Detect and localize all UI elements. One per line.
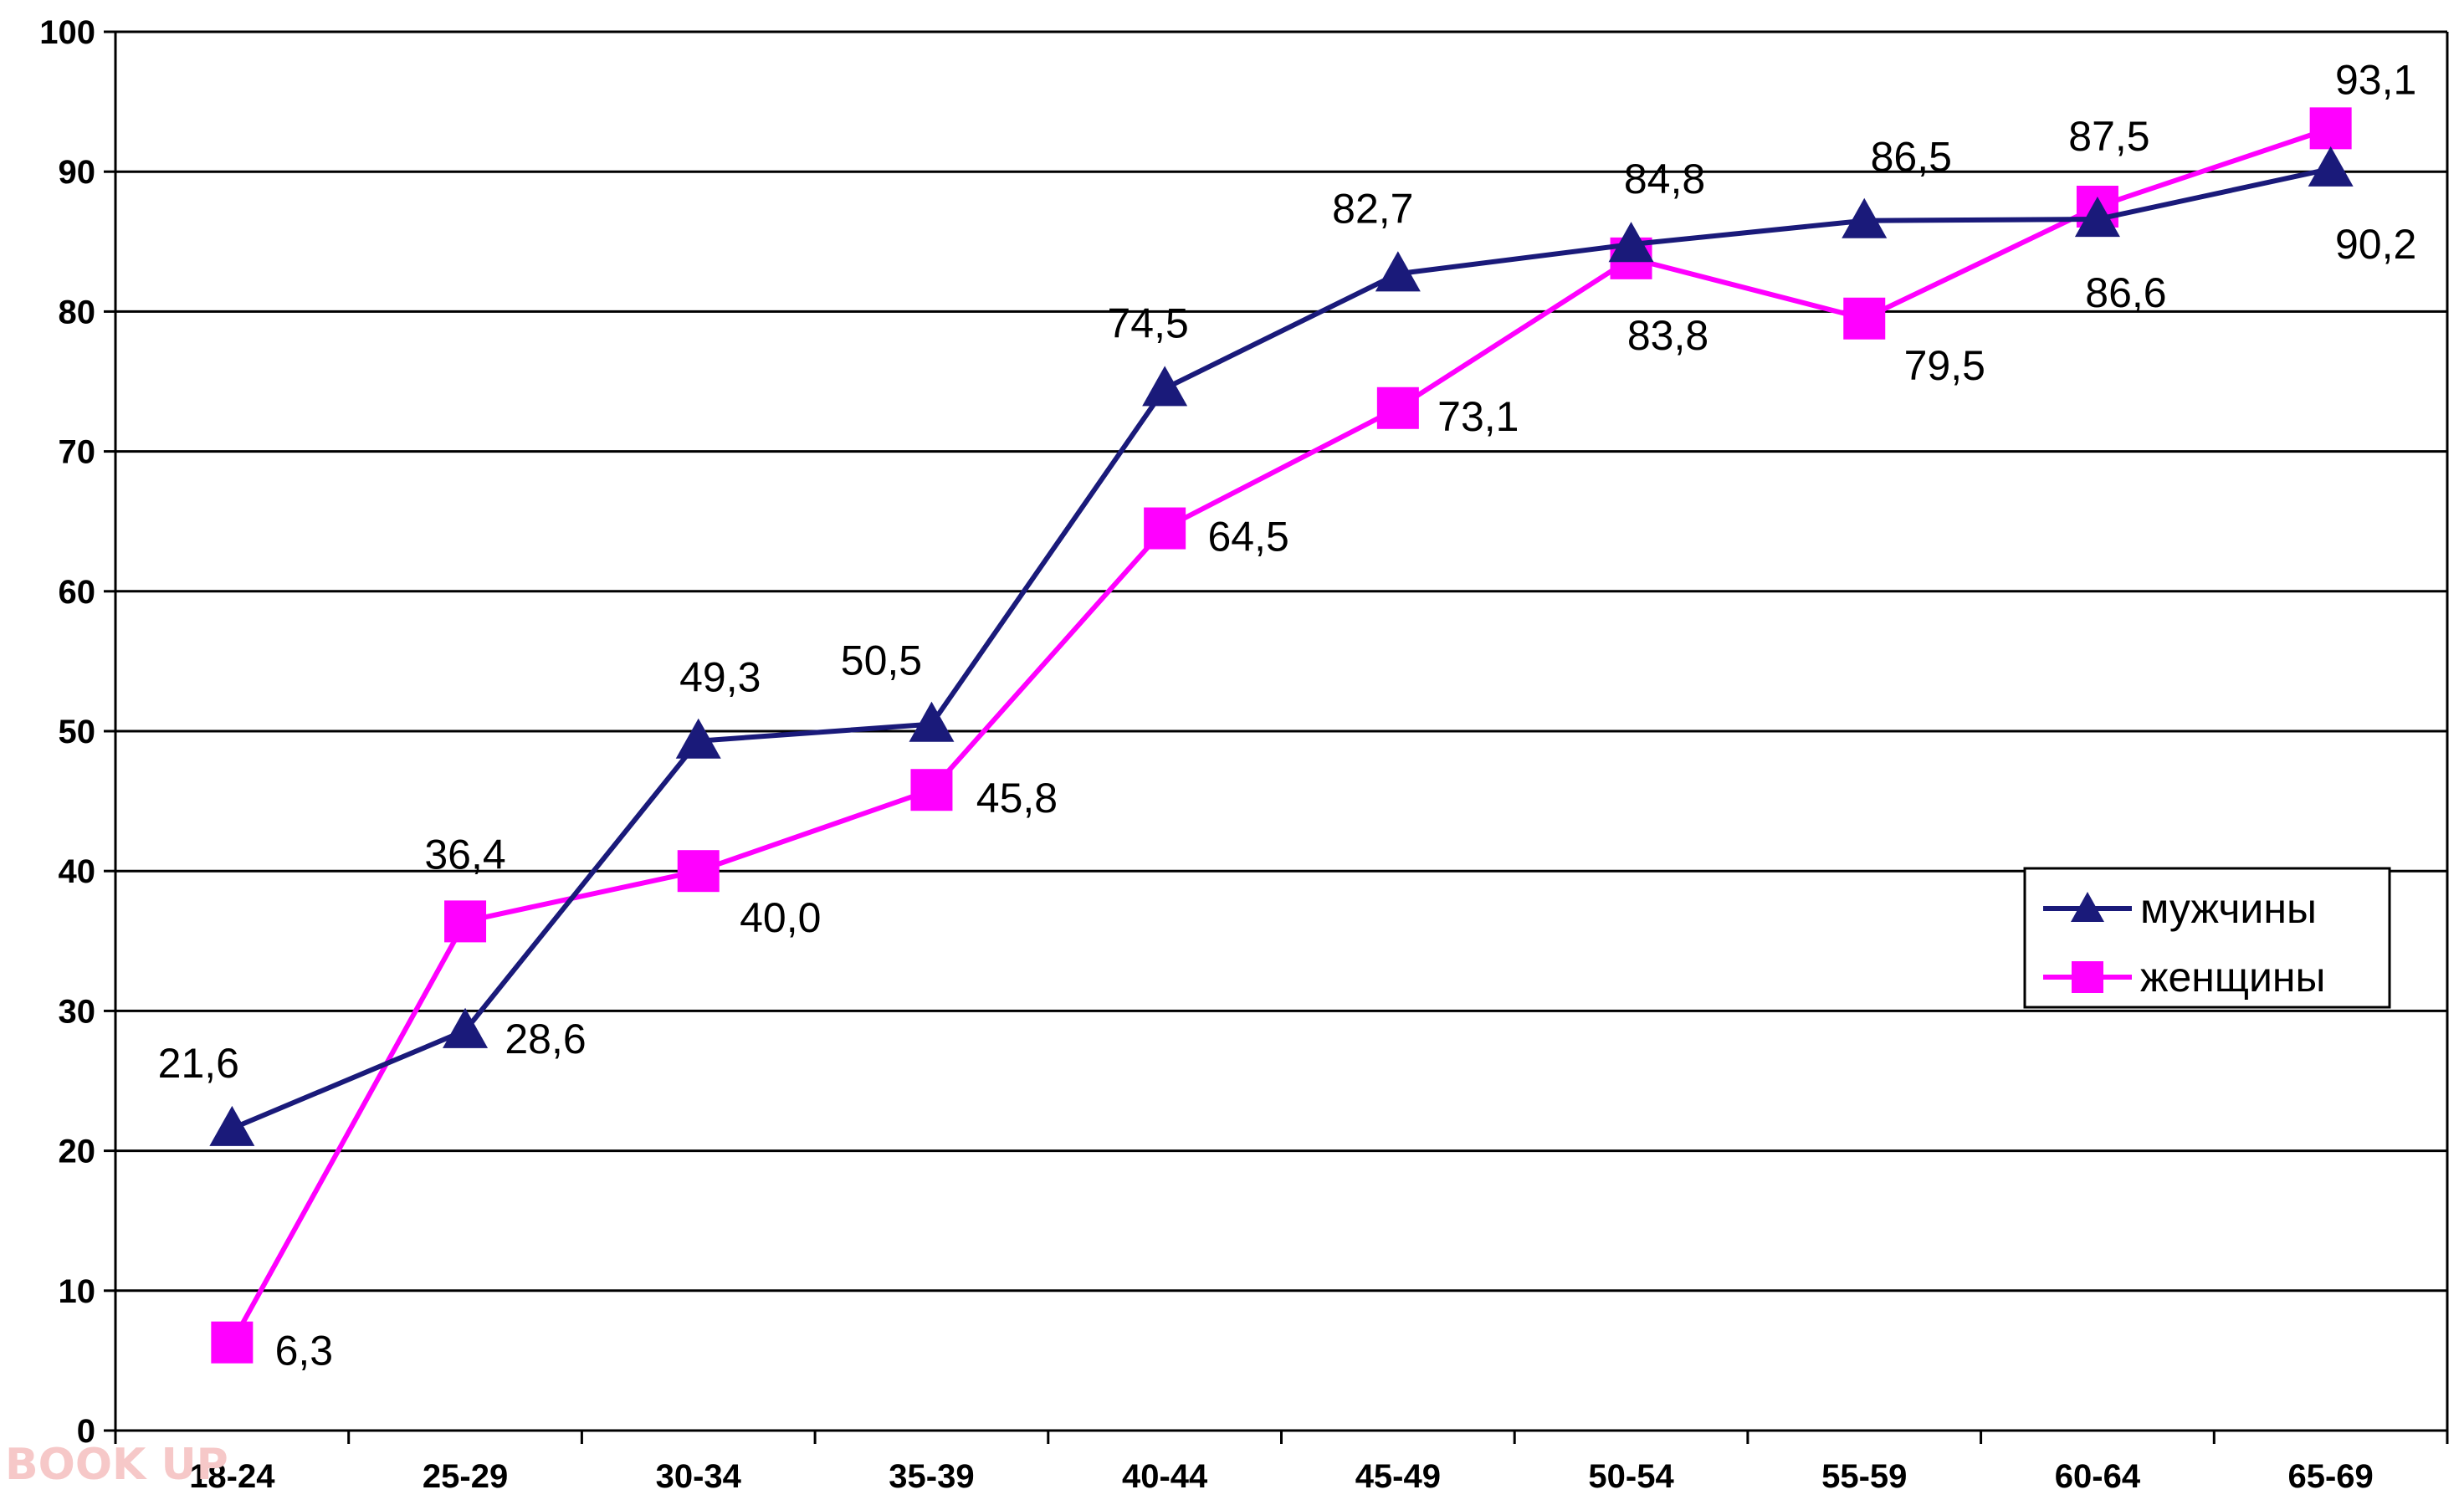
series-women — [211, 107, 2352, 1364]
data-label: 21,6 — [158, 1040, 239, 1087]
x-tick-label: 35-39 — [889, 1458, 974, 1495]
legend-marker-triangle — [2071, 892, 2104, 922]
series-lines — [209, 107, 2354, 1364]
y-tick-label: 50 — [59, 714, 96, 750]
data-label: 82,7 — [1332, 185, 1413, 232]
data-labels: 21,6 28,6 49,3 50,5 74,5 82,7 84,8 86,5 86,6 90,2… — [158, 56, 2417, 1374]
data-point-triangle — [675, 718, 721, 759]
data-label: 73,1 — [1437, 393, 1519, 440]
y-tick-label: 40 — [59, 853, 96, 890]
x-tick-label: 40-44 — [1122, 1458, 1208, 1495]
data-label: 86,5 — [1871, 134, 1952, 181]
y-tick-label: 20 — [59, 1134, 96, 1170]
watermark-text: BOOK UP — [5, 1440, 228, 1490]
data-point-square — [677, 850, 720, 893]
data-label: 49,3 — [679, 654, 761, 701]
axes: 0 10 20 30 40 50 60 70 80 90 100 18-24 25-29 30-34 35-… — [39, 14, 2449, 1495]
data-label: 64,5 — [1207, 514, 1288, 561]
data-label: 84,8 — [1624, 156, 1705, 202]
data-point-triangle — [1375, 251, 1421, 292]
x-tick-label: 18-24 — [189, 1458, 275, 1495]
x-tick-label: 50-54 — [1588, 1458, 1674, 1495]
data-label: 93,1 — [2335, 56, 2416, 103]
data-point-triangle — [1842, 197, 1888, 238]
y-tick-label: 80 — [59, 294, 96, 330]
data-point-square — [2309, 107, 2352, 150]
y-tick-label: 10 — [59, 1273, 96, 1310]
legend-label: мужчины — [2140, 885, 2317, 932]
x-tick-label: 25-29 — [423, 1458, 508, 1495]
legend-marker-square — [2072, 961, 2103, 993]
data-label: 6,3 — [275, 1328, 334, 1374]
x-tick-label: 30-34 — [656, 1458, 742, 1495]
data-label: 74,5 — [1107, 299, 1188, 346]
data-label: 40,0 — [740, 894, 821, 941]
y-tick-label: 60 — [59, 574, 96, 611]
legend-label: женщины — [2140, 954, 2325, 1001]
series-line — [231, 166, 2332, 1131]
gridlines — [115, 30, 2447, 1293]
data-label: 83,8 — [1627, 312, 1708, 359]
x-tick-label: 65-69 — [2287, 1458, 2373, 1495]
data-point-triangle — [443, 1007, 489, 1048]
data-label: 90,2 — [2335, 221, 2416, 268]
data-label: 87,5 — [2068, 113, 2149, 160]
data-point-triangle — [909, 701, 955, 742]
watermark-logo: BOOK UP — [5, 1440, 228, 1490]
data-point-square — [910, 769, 953, 811]
data-point-square — [211, 1321, 254, 1364]
data-label: 45,8 — [976, 775, 1058, 822]
y-tick-label: 100 — [39, 14, 95, 51]
series-line — [229, 125, 2332, 1344]
data-label: 86,6 — [2085, 269, 2166, 316]
series-men — [209, 146, 2354, 1146]
data-point-triangle — [2074, 197, 2120, 238]
data-point-triangle — [1608, 222, 1654, 263]
data-point-square — [444, 900, 487, 943]
data-point-square — [1843, 297, 1886, 340]
x-tick-label: 60-64 — [2055, 1458, 2141, 1495]
data-point-triangle — [1142, 366, 1188, 407]
legend: мужчины женщины — [2023, 867, 2391, 1009]
data-point-triangle — [2308, 146, 2354, 187]
data-point-square — [1376, 386, 1419, 429]
data-label: 28,6 — [505, 1016, 586, 1062]
data-label: 50,5 — [841, 637, 922, 684]
data-point-square — [1144, 507, 1186, 550]
y-tick-label: 30 — [59, 993, 96, 1030]
x-tick-label: 45-49 — [1355, 1458, 1441, 1495]
data-point-triangle — [209, 1105, 255, 1146]
y-tick-label: 90 — [59, 154, 96, 191]
x-tick-label: 55-59 — [1821, 1458, 1907, 1495]
y-tick-label: 70 — [59, 434, 96, 471]
data-label: 36,4 — [424, 831, 505, 878]
y-tick-label: 0 — [77, 1413, 95, 1450]
data-label: 79,5 — [1904, 342, 1985, 389]
